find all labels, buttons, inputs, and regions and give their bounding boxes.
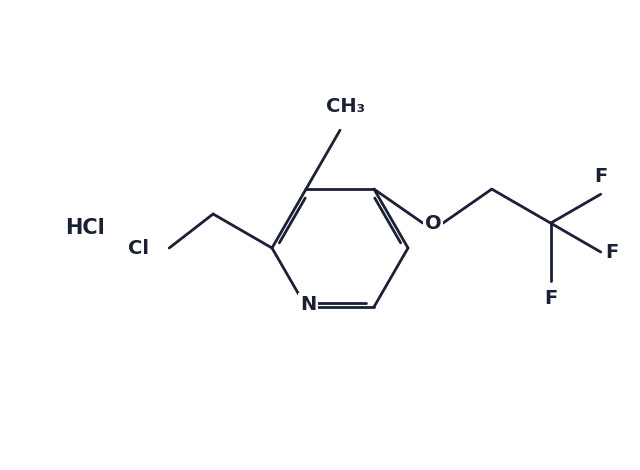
Text: CH₃: CH₃ (326, 97, 365, 116)
Text: F: F (605, 243, 619, 261)
Text: O: O (424, 213, 441, 233)
Text: F: F (544, 289, 557, 308)
Text: Cl: Cl (128, 238, 149, 258)
Text: N: N (300, 295, 316, 314)
Text: HCl: HCl (65, 218, 105, 238)
Text: F: F (594, 167, 607, 186)
